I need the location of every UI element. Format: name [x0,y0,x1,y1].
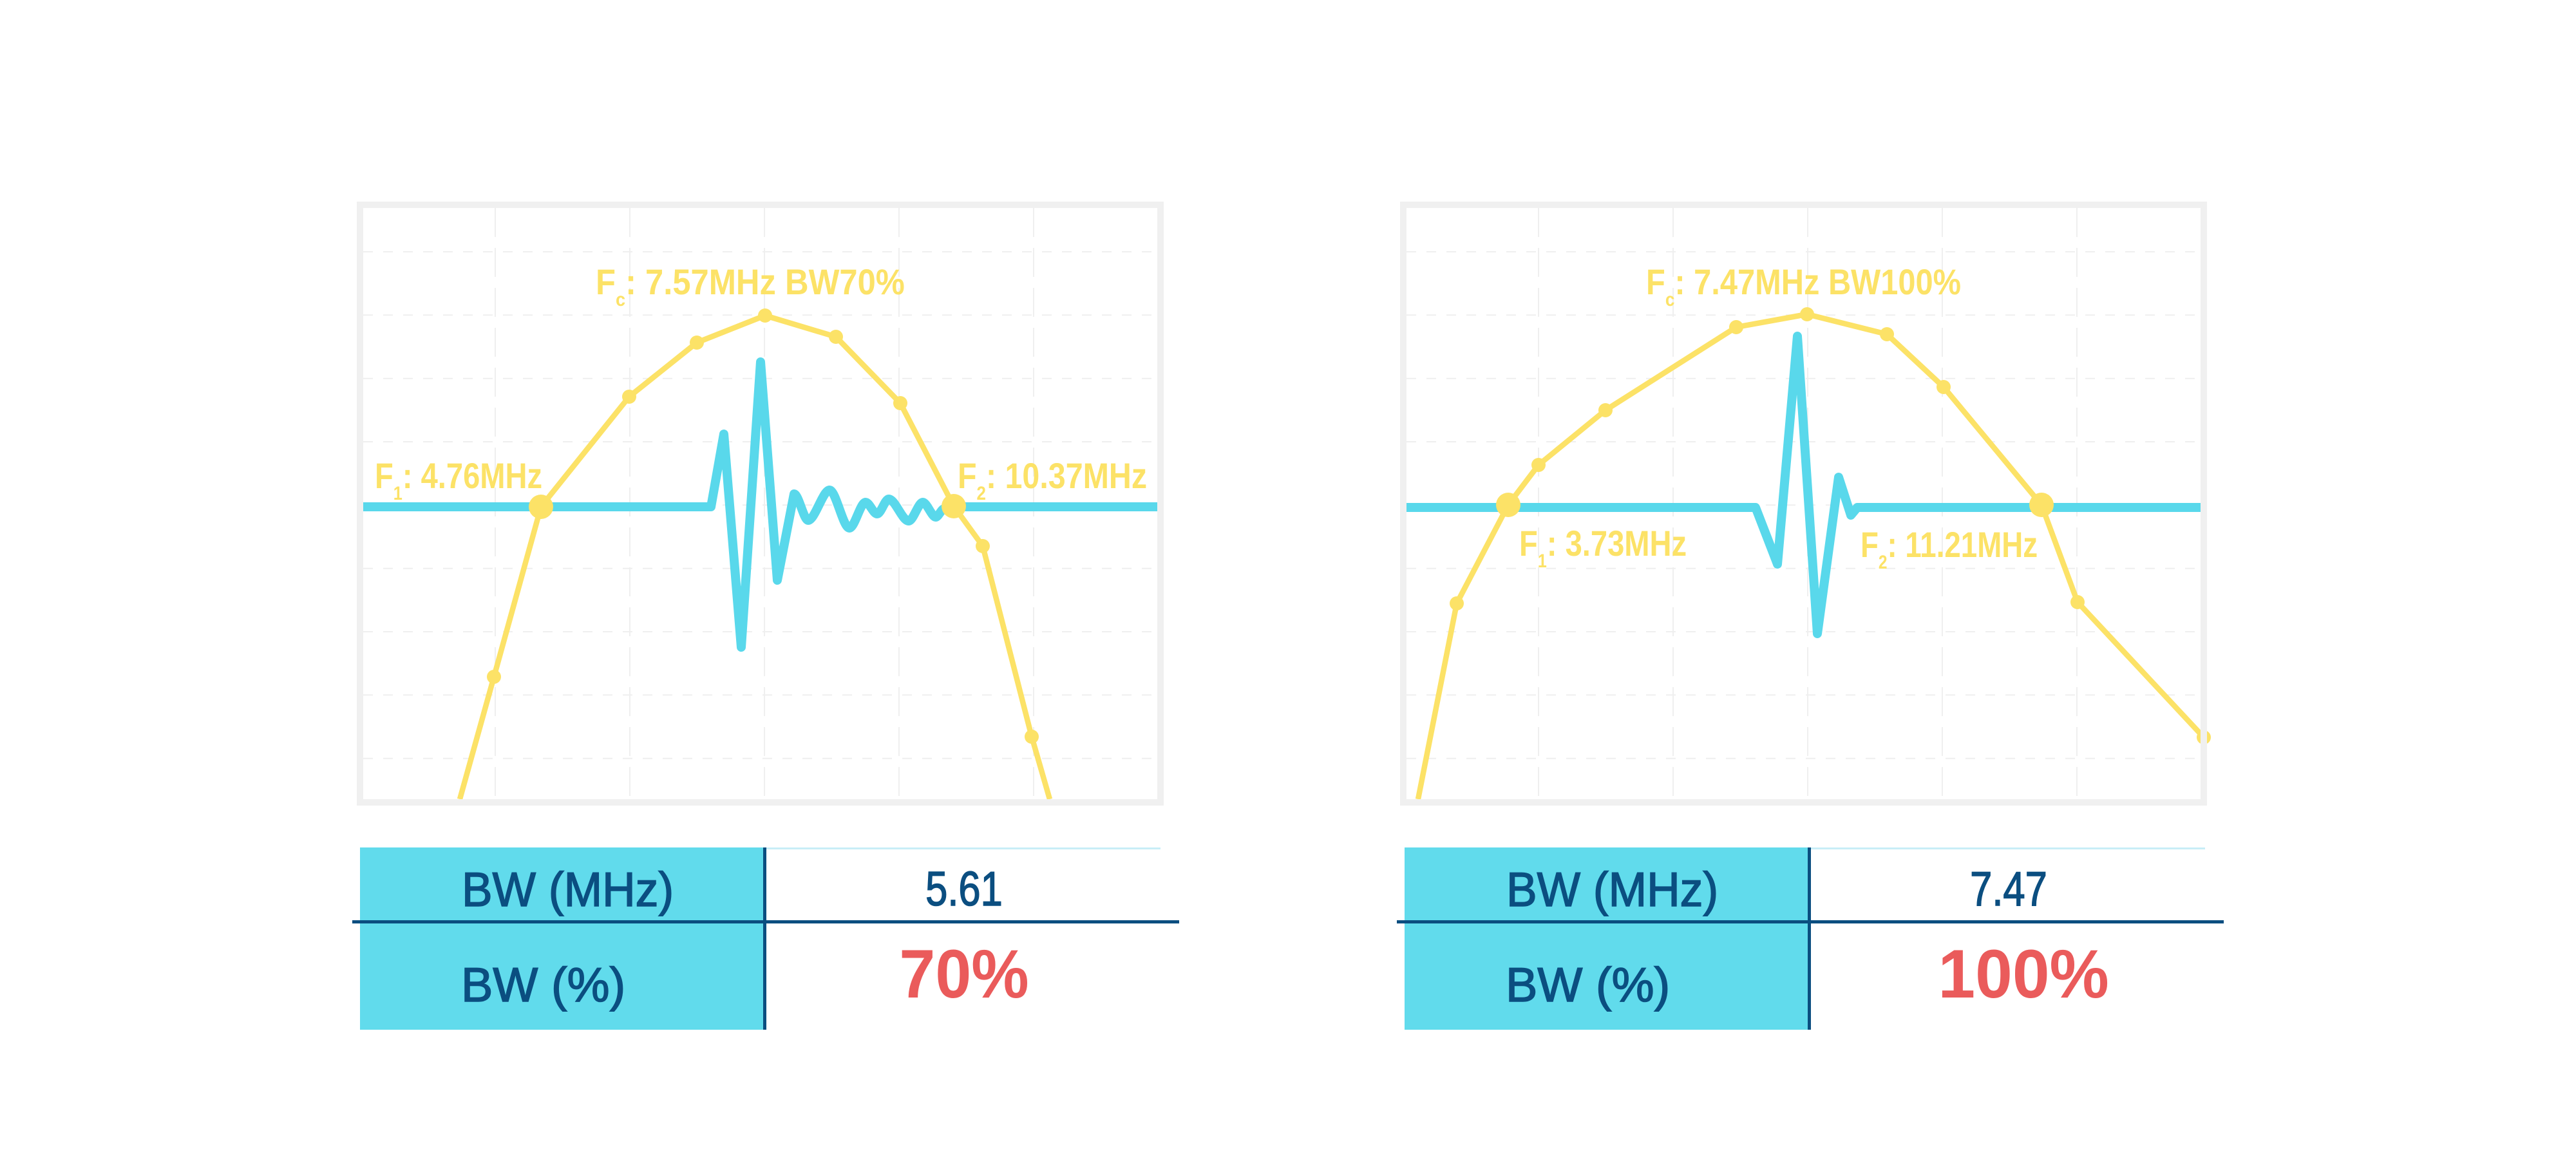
svg-text:F2: 11.21MHz: F2: 11.21MHz [1861,525,2038,573]
svg-text:F1: 4.76MHz: F1: 4.76MHz [375,455,542,504]
svg-text:F1: 3.73MHz: F1: 3.73MHz [1519,523,1687,571]
svg-text:F2: 10.37MHz: F2: 10.37MHz [958,457,1147,504]
svg-text:Fc: 7.47MHz BW100%: Fc: 7.47MHz BW100% [1646,262,1961,310]
svg-text:Fc: 7.57MHz BW70%: Fc: 7.57MHz BW70% [596,263,905,311]
